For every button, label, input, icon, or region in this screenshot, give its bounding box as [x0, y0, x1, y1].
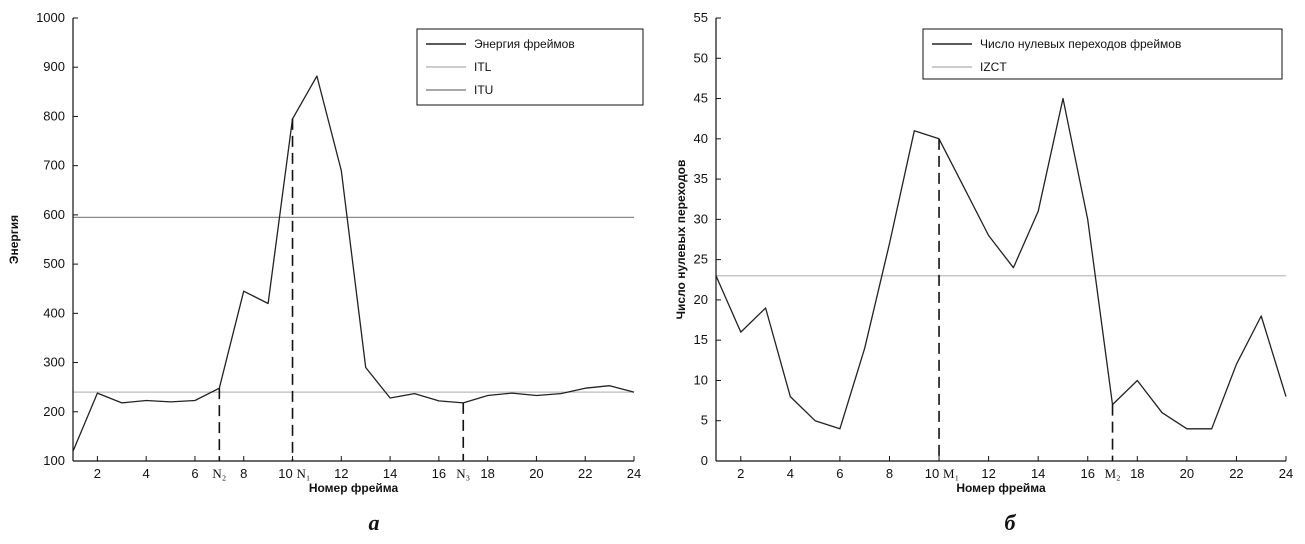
y-tick-label: 400 — [43, 305, 65, 320]
y-tick-label: 5 — [701, 413, 708, 428]
y-tick-label: 1000 — [36, 10, 65, 25]
x-tick-label: 4 — [143, 466, 150, 481]
marker-label: N₃ — [456, 466, 470, 481]
x-tick-label: 8 — [240, 466, 247, 481]
series-line-1 — [715, 97, 1287, 430]
y-axis-label: Число нулевых переходов — [674, 160, 688, 320]
x-tick-label: 22 — [578, 466, 592, 481]
x-tick-label: 20 — [529, 466, 543, 481]
y-tick-label: 900 — [43, 59, 65, 74]
x-tick-label: 20 — [1180, 466, 1194, 481]
x-tick-label: 4 — [787, 466, 794, 481]
y-tick-label: 35 — [694, 171, 708, 186]
y-tick-label: 50 — [694, 50, 708, 65]
x-tick-label: 14 — [383, 466, 397, 481]
series-line-1 — [72, 75, 635, 452]
x-tick-label: 10 — [278, 466, 292, 481]
marker-label: N₁ — [297, 466, 311, 481]
y-axis-label: Энергия — [7, 215, 21, 264]
x-tick-label: 18 — [1130, 466, 1144, 481]
legend-label: Энергия фреймов — [474, 37, 575, 51]
legend-box — [922, 28, 1283, 80]
x-tick-label: 8 — [886, 466, 893, 481]
y-tick-label: 55 — [694, 10, 708, 25]
y-tick-label: 800 — [43, 108, 65, 123]
legend: Число нулевых переходов фреймов IZCT — [922, 28, 1283, 80]
x-axis-label: Номер фрейма — [956, 481, 1046, 495]
marker-label: N₂ — [212, 466, 226, 481]
x-tick-label: 12 — [334, 466, 348, 481]
y-tick-label: 45 — [694, 91, 708, 106]
x-tick-label: 16 — [432, 466, 446, 481]
x-tick-label: 2 — [94, 466, 101, 481]
y-tick-label: 200 — [43, 404, 65, 419]
x-tick-label: 16 — [1081, 466, 1095, 481]
x-tick-label: 18 — [480, 466, 494, 481]
legend-label: ITU — [474, 83, 493, 97]
x-tick-label: 2 — [737, 466, 744, 481]
y-tick-label: 20 — [694, 292, 708, 307]
x-tick-label: 24 — [627, 466, 641, 481]
x-tick-label: 10 — [925, 466, 939, 481]
x-tick-label: 14 — [1031, 466, 1045, 481]
y-tick-label: 500 — [43, 256, 65, 271]
legend-label: IZCT — [980, 60, 1007, 74]
marker-label: M₁ — [943, 466, 959, 481]
legend-label: ITL — [474, 60, 492, 74]
x-tick-label: 24 — [1279, 466, 1293, 481]
legend: Энергия фреймов ITL ITU — [416, 28, 644, 106]
y-tick-label: 0 — [701, 453, 708, 468]
y-tick-label: 25 — [694, 252, 708, 267]
marker-label: M₂ — [1104, 466, 1120, 481]
y-tick-label: 100 — [43, 453, 65, 468]
x-tick-label: 22 — [1229, 466, 1243, 481]
y-tick-label: 300 — [43, 355, 65, 370]
panel-label: а — [369, 510, 380, 535]
x-tick-label: 6 — [836, 466, 843, 481]
y-tick-label: 600 — [43, 207, 65, 222]
x-axis-label: Номер фрейма — [309, 481, 399, 495]
y-tick-label: 10 — [694, 372, 708, 387]
y-tick-label: 15 — [694, 332, 708, 347]
y-tick-label: 700 — [43, 158, 65, 173]
y-tick-label: 30 — [694, 211, 708, 226]
x-tick-label: 12 — [981, 466, 995, 481]
legend-label: Число нулевых переходов фреймов — [980, 37, 1181, 51]
y-tick-label: 40 — [694, 131, 708, 146]
panel-label: б — [1005, 510, 1017, 535]
x-tick-label: 6 — [191, 466, 198, 481]
